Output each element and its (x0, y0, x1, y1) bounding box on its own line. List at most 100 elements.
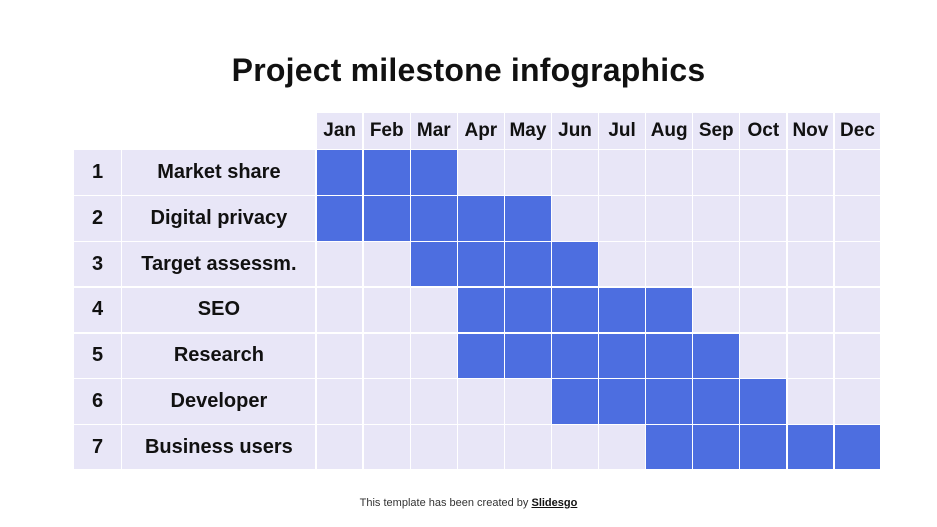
milestone-cell (646, 241, 693, 287)
task-name: Business users (122, 425, 316, 470)
milestone-cell (740, 287, 787, 333)
milestone-cell-active (552, 333, 598, 378)
milestone-cell (787, 196, 834, 241)
task-number: 7 (74, 425, 121, 470)
footer: This template has been created by Slides… (0, 497, 937, 509)
corner-blank (74, 113, 121, 149)
milestone-cell (552, 196, 598, 241)
month-header: May (505, 113, 551, 149)
milestone-cell-active (599, 333, 645, 378)
milestone-cell (787, 333, 834, 378)
task-number: 5 (74, 333, 121, 378)
milestone-cell (834, 287, 881, 333)
milestone-cell-active (458, 287, 504, 333)
milestone-cell (834, 241, 881, 287)
milestone-cell-active (363, 150, 410, 195)
milestone-cell (693, 287, 740, 333)
milestone-cell (552, 150, 598, 195)
milestone-cell-active (505, 241, 551, 287)
task-name: Market share (122, 150, 316, 195)
milestone-cell-active (740, 425, 787, 470)
milestone-cell (740, 241, 787, 287)
milestone-cell (410, 425, 457, 470)
milestone-cell (363, 287, 410, 333)
month-header: Dec (834, 113, 881, 149)
milestone-cell-active (552, 241, 598, 287)
milestone-cell-active (410, 241, 457, 287)
milestone-cell (740, 150, 787, 195)
milestone-cell-active (693, 333, 740, 378)
milestone-cell (693, 241, 740, 287)
milestone-cell (599, 196, 645, 241)
milestone-cell-active (552, 379, 598, 424)
milestone-cell (458, 379, 504, 424)
milestone-cell (599, 241, 645, 287)
milestone-cell (363, 425, 410, 470)
month-header: Nov (787, 113, 834, 149)
milestone-cell-active (599, 379, 645, 424)
milestone-cell (599, 425, 645, 470)
month-header: Jun (552, 113, 598, 149)
milestone-cell (316, 425, 363, 470)
milestone-cell (599, 150, 645, 195)
month-header: Apr (458, 113, 504, 149)
task-number: 1 (74, 150, 121, 195)
milestone-cell (787, 241, 834, 287)
milestone-cell (787, 287, 834, 333)
milestone-cell (363, 333, 410, 378)
milestone-cell-active (646, 333, 693, 378)
milestone-cell (505, 379, 551, 424)
milestone-cell (458, 425, 504, 470)
milestone-cell (505, 150, 551, 195)
milestone-cell-active (787, 425, 834, 470)
task-name: Research (122, 333, 316, 378)
task-number: 2 (74, 196, 121, 241)
milestone-cell-active (646, 287, 693, 333)
milestone-cell (787, 379, 834, 424)
month-header: Jul (599, 113, 645, 149)
milestone-cell (693, 150, 740, 195)
task-name: Developer (122, 379, 316, 424)
milestone-cell (646, 150, 693, 195)
month-header: Jan (316, 113, 363, 149)
slidesgo-link[interactable]: Slidesgo (531, 497, 578, 509)
task-number: 6 (74, 379, 121, 424)
task-number: 4 (74, 287, 121, 333)
milestone-cell (458, 150, 504, 195)
milestone-cell (834, 379, 881, 424)
milestone-cell-active (693, 379, 740, 424)
corner-blank (122, 113, 315, 149)
milestone-cell (740, 333, 787, 378)
milestone-cell-active (505, 287, 551, 333)
milestone-cell (410, 379, 457, 424)
milestone-cell (363, 241, 410, 287)
task-name: Digital privacy (122, 196, 316, 241)
milestone-cell (834, 196, 881, 241)
milestone-cell (834, 150, 881, 195)
month-header: Mar (410, 113, 457, 149)
milestone-cell (505, 425, 551, 470)
milestone-cell-active (316, 196, 363, 241)
footer-text: This template has been created by (359, 497, 532, 509)
milestone-cell (552, 425, 598, 470)
milestone-cell-active (410, 150, 457, 195)
milestone-cell (646, 196, 693, 241)
milestone-cell (316, 241, 363, 287)
milestone-cell-active (410, 196, 457, 241)
milestone-cell-active (505, 196, 551, 241)
month-header: Oct (740, 113, 787, 149)
milestone-cell-active (834, 425, 881, 470)
milestone-cell-active (693, 425, 740, 470)
milestone-cell (410, 287, 457, 333)
task-name: SEO (122, 287, 316, 333)
milestone-cell (410, 333, 457, 378)
milestone-cell (740, 196, 787, 241)
milestone-cell (834, 333, 881, 378)
milestone-cell-active (740, 379, 787, 424)
milestone-cell (693, 196, 740, 241)
milestone-cell-active (599, 287, 645, 333)
month-header: Aug (646, 113, 693, 149)
milestone-cell-active (363, 196, 410, 241)
milestone-cell-active (458, 241, 504, 287)
milestone-cell-active (316, 150, 363, 195)
